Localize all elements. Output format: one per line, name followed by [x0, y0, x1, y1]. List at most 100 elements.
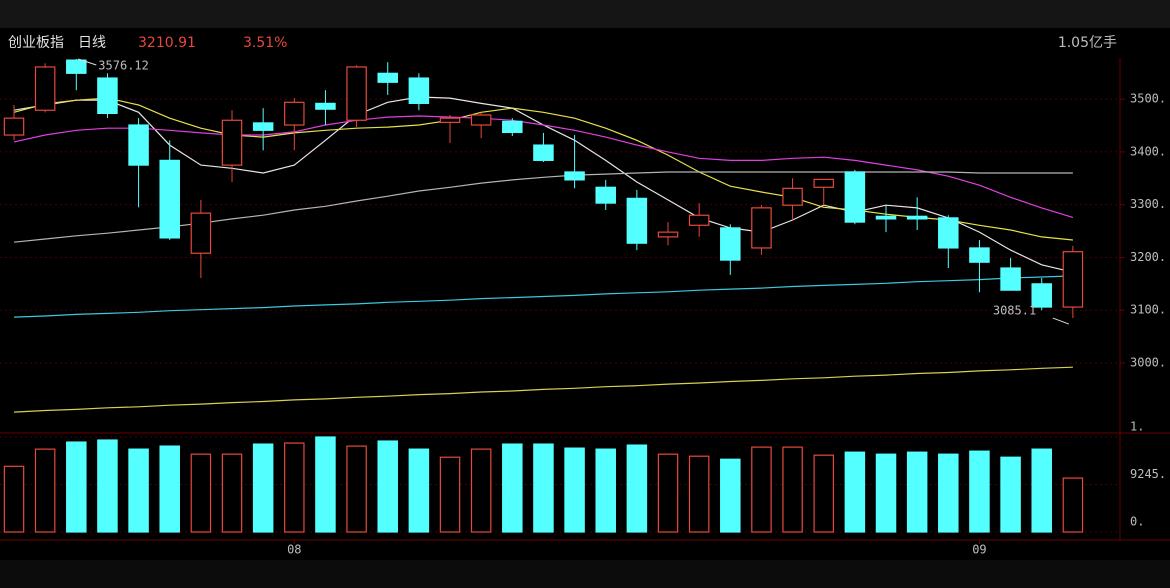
- volume-total: 1.05亿手: [1058, 35, 1117, 51]
- period: 日线: [78, 35, 106, 51]
- volume-bar: [906, 451, 928, 533]
- x-tick-label: 08: [287, 543, 301, 557]
- y-tick-label: 3200.: [1130, 250, 1166, 264]
- volume-bar: [595, 448, 616, 533]
- candle-body: [657, 231, 679, 238]
- volume-bar: [657, 453, 679, 533]
- volume-tick-label: 1.: [1130, 420, 1144, 434]
- volume-bar: [3, 465, 25, 533]
- y-tick-label: 3300.: [1130, 197, 1166, 211]
- y-tick-label: 3400.: [1130, 144, 1166, 158]
- volume-bar: [284, 442, 305, 533]
- volume-tick-label: 9245.: [1130, 467, 1166, 481]
- volume-bar: [252, 443, 274, 533]
- candle-body: [782, 187, 803, 206]
- candle-body: [969, 247, 990, 263]
- candle-body: [533, 144, 554, 161]
- volume-bar: [875, 453, 897, 533]
- candle-body: [720, 227, 741, 261]
- annotation-pointer: [1052, 317, 1070, 325]
- candle-body: [938, 217, 959, 249]
- bottom-strip: [0, 560, 1170, 588]
- candle-body: [813, 178, 834, 188]
- candle-body: [128, 124, 149, 166]
- ma-line: [13, 171, 1073, 243]
- ma-line: [13, 97, 1073, 241]
- candle-body: [1000, 267, 1021, 291]
- ma-line: [13, 115, 1074, 218]
- volume-bar: [813, 454, 834, 533]
- candle-body: [595, 186, 616, 204]
- candle-body: [470, 114, 492, 126]
- volume-bar: [66, 441, 87, 533]
- volume-bar: [190, 453, 212, 533]
- candle-body: [159, 159, 180, 239]
- volume-bar: [844, 451, 866, 533]
- ma-line: [13, 366, 1073, 413]
- y-tick-label: 3100.: [1130, 303, 1166, 317]
- candle-body: [439, 117, 461, 123]
- volume-bar: [315, 436, 336, 533]
- volume-bar: [626, 444, 648, 533]
- volume-bar: [439, 456, 461, 533]
- volume-bar: [377, 440, 398, 533]
- candle-body: [190, 212, 212, 254]
- candle-body: [875, 215, 897, 220]
- candle-body: [408, 77, 430, 104]
- volume-bar: [1000, 456, 1021, 533]
- volume-bar: [1062, 477, 1084, 533]
- candle-body: [844, 171, 866, 223]
- change: 3.51%: [243, 35, 287, 51]
- volume-bar: [688, 455, 710, 533]
- volume-bar: [346, 445, 367, 533]
- candle-body: [1031, 283, 1052, 308]
- volume-bar: [470, 448, 492, 533]
- candle-body: [252, 122, 274, 131]
- candle-body: [564, 171, 585, 181]
- volume-bar: [408, 448, 430, 533]
- candle-body: [626, 197, 648, 244]
- candle-body: [221, 119, 243, 166]
- y-tick-label: 3500.: [1130, 92, 1166, 106]
- volume-bar: [97, 439, 118, 533]
- volume-bar: [128, 448, 149, 533]
- volume-bar: [221, 453, 243, 533]
- volume-bar: [720, 458, 741, 533]
- volume-bar: [564, 447, 585, 533]
- candle-body: [688, 214, 710, 226]
- candle-body: [346, 66, 367, 121]
- grid: 3000. 3100. 3200. 3300. 3400. 3500. 0. 9245. 1. 0…: [0, 92, 1166, 557]
- ma-lines: [13, 96, 1074, 413]
- candle-body: [66, 59, 87, 74]
- volume-tick-label: 0.: [1130, 515, 1144, 529]
- candle-body: [284, 101, 305, 126]
- volume-bar: [751, 446, 772, 533]
- volume-bar: [34, 448, 56, 533]
- y-tick-label: 3000.: [1130, 355, 1166, 369]
- candle-body: [3, 117, 25, 136]
- price: 3210.91: [138, 35, 196, 51]
- annotation: 3576.12: [98, 58, 149, 72]
- volume-bar: [782, 446, 803, 533]
- candle-body: [377, 72, 398, 83]
- volume-bar: [533, 443, 554, 533]
- index-name: 创业板指: [8, 35, 64, 51]
- candle-body: [1062, 251, 1084, 308]
- top-strip: [0, 0, 1170, 28]
- volume-bar: [1031, 448, 1052, 533]
- annotation-pointer: [78, 58, 97, 66]
- volume-bar: [159, 445, 180, 533]
- volume-bar: [938, 453, 959, 533]
- candle-body: [315, 102, 336, 110]
- volume-bar: [969, 450, 990, 533]
- candle-body: [751, 207, 772, 249]
- candles: 3576.12 3085.1: [3, 58, 1084, 533]
- candle-body: [906, 215, 928, 220]
- candle-body: [97, 77, 118, 115]
- annotation: 3085.1: [993, 304, 1036, 318]
- volume-bar: [502, 443, 523, 533]
- ma-line: [13, 275, 1073, 318]
- candle-body: [34, 66, 56, 111]
- candle-body: [502, 120, 523, 133]
